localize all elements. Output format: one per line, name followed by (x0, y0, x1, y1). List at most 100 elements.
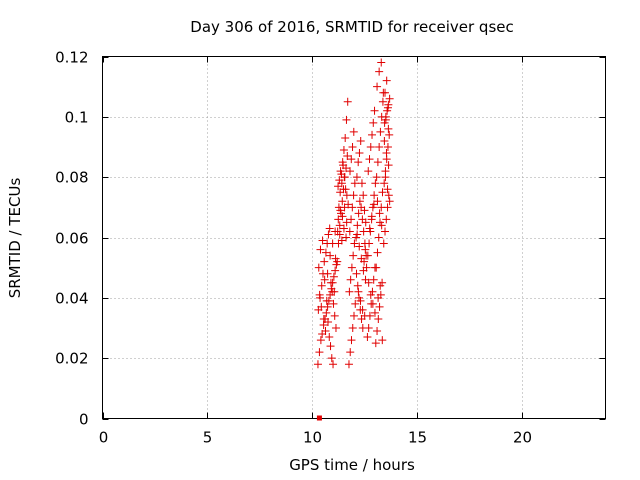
data-point (380, 179, 389, 188)
data-point (376, 127, 385, 136)
data-point (370, 191, 379, 200)
data-point (385, 94, 394, 103)
data-point (329, 272, 338, 281)
data-point (361, 245, 370, 254)
data-point (349, 127, 358, 136)
data-point (382, 76, 391, 85)
data-point (335, 230, 344, 239)
x-axis-label: GPS time / hours (289, 456, 415, 474)
data-point (363, 251, 372, 260)
data-point (381, 173, 390, 182)
data-point (372, 173, 381, 182)
data-point (348, 143, 357, 151)
data-point (340, 203, 349, 212)
data-point (314, 263, 323, 272)
data-point (385, 197, 394, 206)
data-point (363, 333, 372, 342)
data-point (364, 278, 373, 287)
data-point (381, 115, 390, 124)
data-point (325, 224, 334, 233)
y-tick-label: 0.04 (55, 290, 88, 308)
data-point (337, 236, 346, 245)
data-point (384, 161, 393, 170)
x-tick-label: 0 (99, 429, 109, 447)
data-point (315, 290, 324, 299)
data-point (385, 130, 394, 139)
data-point (334, 215, 343, 224)
data-point (349, 191, 358, 200)
data-point (375, 209, 384, 218)
data-point (342, 191, 351, 200)
data-point (345, 227, 354, 236)
data-point (350, 239, 359, 248)
data-point (383, 203, 392, 212)
data-point (353, 281, 362, 290)
data-point (336, 206, 345, 215)
data-point (375, 302, 384, 311)
data-point (381, 88, 390, 97)
data-point (381, 227, 390, 236)
data-point (384, 191, 393, 200)
data-point (336, 167, 345, 176)
x-tick-label: 10 (303, 429, 322, 447)
data-point (326, 251, 335, 260)
data-point (380, 136, 389, 145)
data-point (359, 227, 368, 236)
data-point (367, 212, 376, 221)
data-point (338, 212, 347, 221)
data-point (316, 336, 325, 345)
data-point (343, 97, 352, 106)
data-point (331, 324, 340, 332)
data-point (342, 115, 351, 124)
data-point (347, 336, 356, 345)
y-tick-label: 0.12 (55, 49, 88, 67)
data-point (330, 311, 339, 320)
data-point (324, 317, 333, 326)
data-point (373, 197, 382, 206)
data-point (371, 339, 380, 348)
data-point (373, 327, 382, 336)
data-points (313, 58, 394, 421)
data-point (359, 191, 368, 200)
data-point (382, 149, 391, 158)
data-point (356, 136, 365, 145)
data-point (355, 242, 364, 251)
ticks (102, 56, 606, 420)
data-point (317, 302, 326, 311)
data-point (369, 118, 378, 127)
data-point (322, 296, 331, 305)
data-point (339, 161, 348, 170)
data-point (321, 327, 330, 336)
data-point (320, 257, 329, 266)
data-point (316, 245, 325, 254)
chart-title: Day 306 of 2016, SRMTID for receiver qse… (190, 18, 513, 36)
data-point (373, 82, 382, 91)
data-point (365, 224, 374, 233)
data-point (318, 236, 327, 245)
data-point (350, 311, 358, 320)
data-point (369, 275, 378, 284)
data-point (354, 209, 363, 218)
data-point (322, 308, 331, 317)
data-point (365, 239, 374, 248)
data-point (361, 218, 370, 227)
data-point (355, 197, 364, 206)
data-point (374, 314, 383, 323)
data-point (379, 239, 388, 248)
y-axis-label: SRMTID / TECUs (6, 178, 24, 299)
data-point (354, 158, 363, 167)
data-point (341, 133, 350, 142)
data-point (382, 215, 391, 224)
data-point (342, 218, 351, 227)
data-point (366, 143, 375, 151)
data-point (368, 299, 377, 308)
data-point (330, 287, 339, 296)
data-point (378, 97, 387, 106)
flagged-point (316, 415, 322, 421)
data-point (335, 221, 344, 230)
data-point (345, 287, 354, 296)
data-point (353, 221, 362, 230)
data-point (365, 311, 374, 320)
data-point (375, 67, 384, 76)
data-point (348, 203, 357, 212)
